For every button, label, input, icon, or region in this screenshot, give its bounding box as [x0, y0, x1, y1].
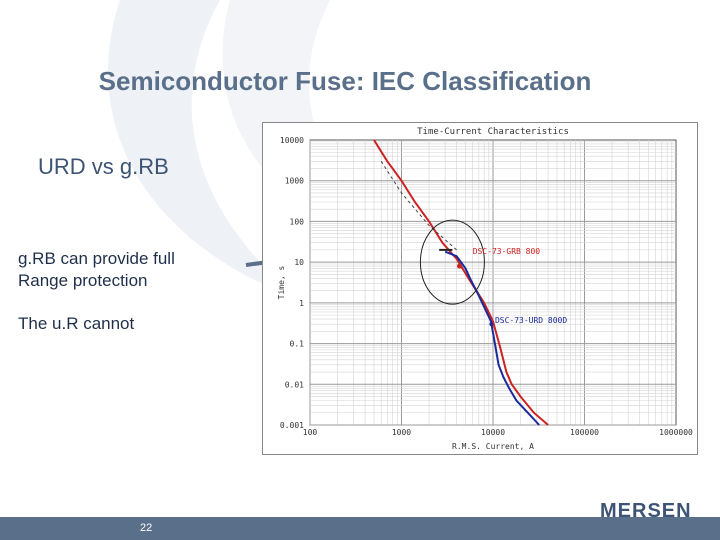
x-tick-label: 1000000	[659, 428, 693, 437]
series-label: DSC-73-URD 800D	[495, 316, 567, 325]
x-tick-label: 1000	[392, 428, 411, 437]
y-tick-label: 10	[294, 258, 304, 267]
y-tick-label: 0.1	[290, 340, 305, 349]
logo-text: MERSEN	[600, 500, 692, 522]
y-tick-label: 100	[290, 217, 305, 226]
y-axis-label: Time, s	[277, 265, 286, 299]
y-tick-label: 0.001	[280, 421, 304, 430]
page-number: 22	[140, 522, 153, 534]
time-current-chart: Time-Current Characteristics100001000100…	[262, 122, 698, 455]
x-tick-label: 100000	[570, 428, 599, 437]
body-text-full-range: g.RB can provide full Range protection	[18, 249, 175, 290]
x-tick-label: 10000	[481, 428, 505, 437]
series-line-dsc-73-urd-800d	[444, 250, 540, 426]
marker-point	[489, 322, 494, 327]
y-tick-label: 1	[299, 299, 304, 308]
body-text-ur-cannot: The u.R cannot	[18, 314, 135, 333]
y-tick-label: 10000	[280, 136, 304, 145]
highlight-circle	[419, 219, 485, 305]
series-label: DSC-73-GRB 800	[473, 247, 541, 256]
marker-point	[456, 263, 462, 269]
series-line-reference-dashed	[380, 161, 457, 251]
y-tick-label: 1000	[285, 177, 304, 186]
chart-title: Time-Current Characteristics	[417, 127, 569, 137]
footer-bar	[0, 517, 720, 540]
slide-subtitle: URD vs g.RB	[38, 154, 169, 179]
x-tick-label: 100	[303, 428, 318, 437]
y-tick-label: 0.01	[285, 380, 304, 389]
slide-title: Semiconductor Fuse: IEC Classification	[98, 66, 592, 96]
x-axis-label: R.M.S. Current, A	[452, 442, 534, 451]
mersen-logo: MERSEN	[600, 500, 710, 530]
